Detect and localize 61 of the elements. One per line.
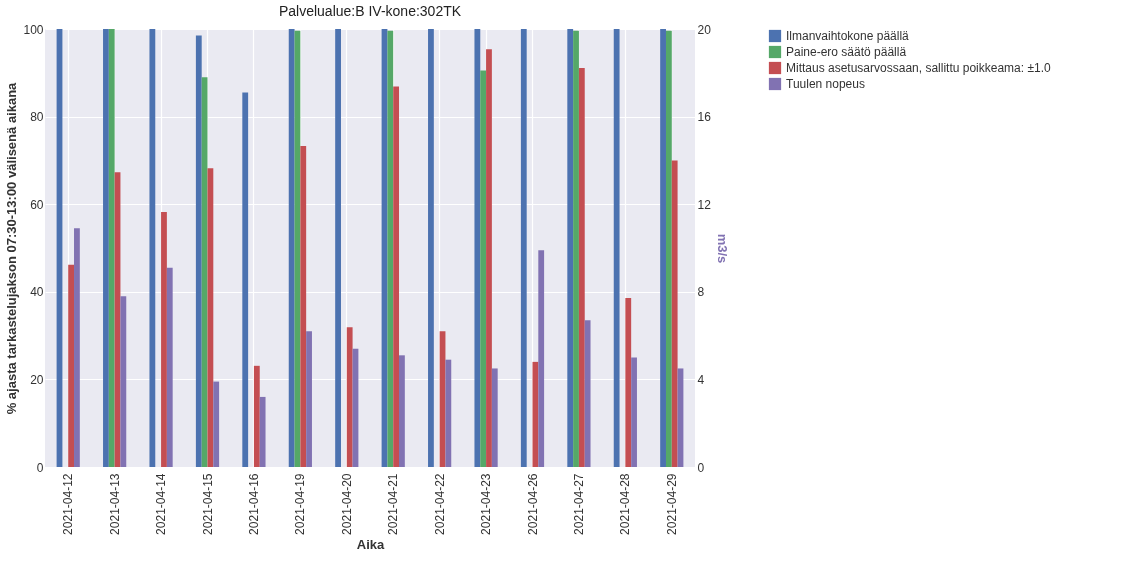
y2-tick-label: 16 — [697, 110, 712, 125]
bar — [660, 29, 666, 467]
x-tick-label: 2021-04-14 — [154, 473, 169, 535]
bar — [578, 67, 585, 467]
bar — [474, 29, 481, 467]
y-tick-label: 80 — [30, 110, 44, 125]
bar — [428, 29, 434, 467]
legend-label: Mittaus asetusarvossaan, sallittu poikkeama: ±1.0 — [786, 61, 1052, 75]
bar — [335, 29, 341, 467]
x-tick-label: 2021-04-22 — [432, 473, 447, 535]
bar — [387, 30, 394, 467]
y-tick-label: 40 — [30, 285, 44, 300]
x-tick-label: 2021-04-19 — [293, 473, 308, 535]
x-tick-label: 2021-04-23 — [479, 473, 494, 535]
y-tick-label: 100 — [23, 22, 44, 37]
y2-axis-title: m3/s — [714, 233, 730, 264]
legend-label: Ilmanvaihtokone päällä — [786, 29, 910, 43]
x-tick-label: 2021-04-16 — [246, 473, 261, 535]
x-tick-label: 2021-04-13 — [107, 473, 122, 535]
bar — [671, 160, 678, 467]
bar — [567, 29, 574, 467]
bar — [149, 29, 156, 467]
chart-title: Palvelualue:B IV-kone:302TK — [278, 3, 462, 19]
bar — [288, 29, 295, 467]
legend-label: Tuulen nopeus — [786, 77, 865, 91]
bar — [399, 355, 405, 467]
x-tick-label: 2021-04-27 — [571, 473, 586, 535]
x-tick-label: 2021-04-15 — [200, 473, 215, 535]
y2-tick-label: 4 — [697, 372, 705, 387]
y2-tick-label: 12 — [697, 197, 712, 212]
y-axis-title: % ajasta tarkastelujakson 07:30-13:00 välisenä aikana — [4, 81, 20, 415]
x-tick-label: 2021-04-21 — [386, 473, 401, 535]
bar — [195, 35, 202, 467]
bar — [393, 86, 400, 467]
bar — [491, 368, 498, 467]
bar — [201, 77, 208, 467]
x-axis-title: Aika — [356, 536, 385, 552]
x-tick-label: 2021-04-20 — [339, 473, 354, 535]
bar — [300, 145, 307, 467]
y-tick-label: 20 — [30, 372, 44, 387]
bar — [213, 381, 220, 467]
x-tick-label: 2021-04-12 — [61, 473, 76, 535]
bar — [573, 30, 579, 467]
bar — [242, 92, 249, 467]
bar — [108, 29, 115, 467]
y2-tick-label: 8 — [697, 285, 705, 300]
legend-label: Paine-ero säätö päällä — [786, 45, 907, 59]
bar — [480, 70, 487, 467]
x-tick-label: 2021-04-28 — [618, 473, 633, 535]
bar — [538, 250, 545, 467]
x-tick-label: 2021-04-29 — [664, 473, 679, 535]
y-tick-label: 60 — [30, 197, 44, 212]
y-tick-label: 0 — [36, 460, 44, 475]
y2-tick-label: 0 — [697, 460, 705, 475]
bar — [613, 29, 620, 467]
bar — [665, 30, 672, 467]
x-tick-label: 2021-04-26 — [525, 473, 540, 535]
bar — [103, 29, 109, 467]
y2-tick-label: 20 — [697, 22, 712, 37]
bar — [486, 49, 492, 467]
bar — [520, 29, 527, 467]
